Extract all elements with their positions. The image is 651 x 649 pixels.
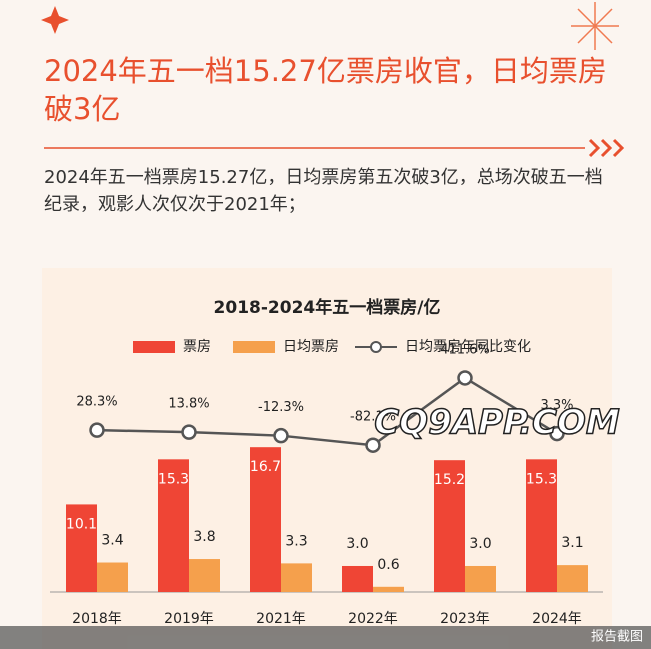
burst xyxy=(571,2,619,50)
bar xyxy=(158,459,189,592)
bar xyxy=(281,563,312,592)
data-label: 16.7 xyxy=(250,459,281,475)
footer-bar xyxy=(0,626,651,649)
bar xyxy=(526,459,557,592)
line xyxy=(96,376,558,447)
data-label: 3.1 xyxy=(561,535,583,551)
chart-panel xyxy=(42,268,612,649)
line-point xyxy=(457,370,473,386)
legend-swatch xyxy=(133,341,175,353)
bar xyxy=(250,447,281,592)
legend-swatch xyxy=(233,341,275,353)
bar xyxy=(434,460,465,592)
line-point xyxy=(549,425,565,442)
data-label: 3.0 xyxy=(469,536,491,552)
bar xyxy=(66,504,97,592)
data-label: 15.3 xyxy=(158,471,189,487)
data-label: 13.8% xyxy=(168,397,209,412)
legend-marker xyxy=(370,341,382,353)
data-label: 0.6 xyxy=(377,557,399,573)
bar xyxy=(189,559,220,592)
title: 2024年五一档15.27亿票房收官，日均票房破3亿 xyxy=(44,54,607,126)
data-label: 28.3% xyxy=(76,395,117,410)
legend-label: 日均票房年同比变化 xyxy=(405,339,531,355)
line-point xyxy=(181,424,197,440)
bar xyxy=(342,565,373,592)
data-label: 3.8 xyxy=(193,529,215,545)
data-label: -82.1% xyxy=(350,410,396,425)
data-label: 3.3% xyxy=(540,398,573,413)
legend-label: 票房 xyxy=(183,339,211,355)
data-label: -12.3% xyxy=(258,400,304,415)
x-tick-label: 2018年 xyxy=(72,611,122,627)
x-tick-label: 2023年 xyxy=(440,611,490,627)
footer-label: 报告截图 xyxy=(591,630,643,645)
legend-label: 日均票房 xyxy=(283,339,339,355)
bar xyxy=(557,565,588,592)
bar xyxy=(373,586,404,592)
paragraph: 2024年五一档票房15.27亿，日均票房第五次破3亿，总场次破五一档纪录，观影… xyxy=(44,167,603,215)
data-label: 15.2 xyxy=(434,472,465,488)
data-label: 15.3 xyxy=(526,471,557,487)
data-label: 10.1 xyxy=(66,516,97,532)
chart-title: 2018-2024年五一档票房/亿 xyxy=(214,297,441,318)
arrows xyxy=(588,138,625,158)
data-label: 411.6% xyxy=(440,342,490,357)
data-label: 3.3 xyxy=(285,533,307,549)
line-point xyxy=(89,422,105,438)
data-label: 3.4 xyxy=(101,533,123,549)
x-tick-label: 2019年 xyxy=(164,611,214,627)
x-tick-label: 2021年 xyxy=(256,611,306,627)
watermark: CQ9APP.COM xyxy=(374,403,620,443)
x-tick-label: 2024年 xyxy=(532,611,582,627)
bar xyxy=(97,562,128,592)
line-point xyxy=(365,437,381,453)
sparkle xyxy=(41,6,69,34)
x-tick-label: 2022年 xyxy=(348,611,398,627)
bar xyxy=(465,565,496,592)
line-point xyxy=(273,427,289,444)
data-label: 3.0 xyxy=(346,536,368,552)
